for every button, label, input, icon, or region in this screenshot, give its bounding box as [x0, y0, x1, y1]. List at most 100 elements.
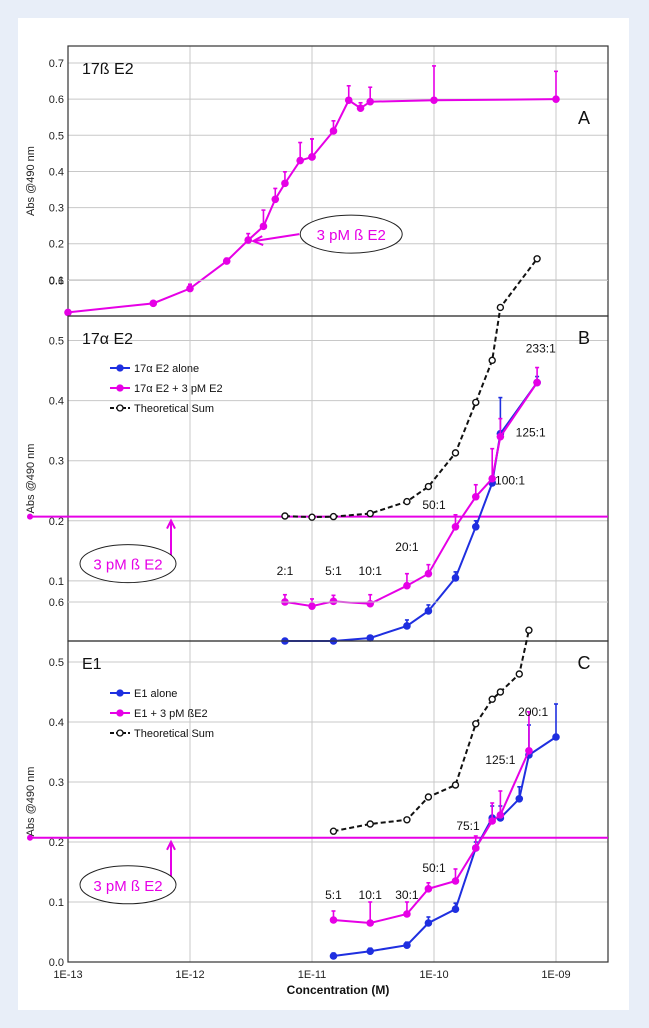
- legend-label: 17α E2 + 3 pM E2: [134, 383, 223, 395]
- data-point: [329, 827, 338, 835]
- data-point: [496, 688, 505, 696]
- data-point: [366, 634, 375, 642]
- x-tick-label: 1E-13: [53, 969, 82, 981]
- data-point: [366, 599, 375, 608]
- panel-border: [67, 45, 609, 317]
- data-point: [403, 497, 411, 506]
- baseline-marker: [27, 834, 33, 841]
- y-tick-label: 0.2: [49, 837, 64, 849]
- figure-svg: 0.1 0.2 0.3 0.4 0.5 0.6 0.7 Abs @490 nm 17ß E2 A 3…: [25, 45, 609, 997]
- data-point: [186, 284, 194, 293]
- y-tick-label: 0.1: [49, 576, 64, 588]
- panel-border: [67, 640, 609, 963]
- data-point: [496, 432, 505, 441]
- ratio-label: 20:1: [395, 540, 419, 554]
- data-point: [451, 905, 460, 913]
- data-point: [471, 844, 480, 852]
- data-point: [552, 733, 560, 741]
- data-point: [149, 299, 158, 308]
- legend-label: Theoretical Sum: [134, 403, 214, 415]
- baseline-label: 3 pM ß E2: [93, 878, 162, 895]
- data-point: [552, 95, 560, 103]
- legend-marker: [116, 364, 124, 372]
- y-tick-label: 0.4: [49, 717, 64, 729]
- data-point: [515, 670, 523, 678]
- data-point: [271, 195, 280, 204]
- y-tick-label: 0.3: [49, 777, 64, 789]
- y-tick-label: 0.6: [49, 275, 64, 287]
- data-point: [403, 816, 411, 824]
- data-point: [329, 916, 338, 924]
- ratio-label: 200:1: [518, 705, 548, 719]
- ratio-label: 50:1: [422, 498, 446, 512]
- legend-marker: [116, 709, 124, 717]
- y-tick-label: 0.3: [49, 456, 64, 468]
- data-point: [366, 509, 374, 518]
- ratio-label: 125:1: [485, 753, 515, 767]
- data-point: [488, 356, 496, 365]
- data-point: [424, 607, 433, 615]
- data-point: [424, 482, 433, 491]
- annotation-ellipse: [299, 214, 403, 254]
- y-tick-label: 0.5: [49, 336, 64, 348]
- y-axis-label: Abs @490 nm: [25, 146, 37, 216]
- baseline-label: 3 pM ß E2: [93, 557, 162, 574]
- ratio-label: 10:1: [359, 564, 383, 578]
- data-point: [496, 303, 505, 312]
- data-point: [471, 523, 480, 531]
- data-point: [488, 474, 497, 483]
- data-point: [259, 222, 268, 231]
- data-point: [308, 513, 316, 521]
- y-tick-label: 0.0: [49, 957, 64, 969]
- data-point: [451, 523, 460, 531]
- data-point: [222, 257, 231, 265]
- baseline-marker: [27, 513, 33, 520]
- baseline-label-ellipse: [79, 865, 177, 905]
- data-point: [329, 127, 338, 135]
- data-point: [366, 97, 375, 106]
- y-tick-label: 0.7: [49, 58, 64, 70]
- data-point: [403, 622, 411, 630]
- data-point: [329, 597, 338, 606]
- panel-title: E1: [82, 656, 102, 673]
- ratio-label: 10:1: [359, 888, 383, 902]
- data-point: [403, 910, 411, 918]
- data-point: [451, 449, 460, 457]
- baseline-label-ellipse: [79, 544, 177, 584]
- data-point: [308, 153, 316, 161]
- data-point: [488, 695, 496, 703]
- legend-label: E1 alone: [134, 688, 177, 700]
- y-axis-label: Abs @490 nm: [25, 767, 37, 837]
- y-tick-label: 0.2: [49, 239, 64, 251]
- data-point: [430, 96, 438, 105]
- data-point: [451, 574, 460, 582]
- legend-label: Theoretical Sum: [134, 728, 214, 740]
- data-point: [533, 378, 541, 387]
- panel-title: 17α E2: [82, 331, 133, 348]
- data-point: [472, 398, 480, 407]
- annotation-label: 3 pM ß E2: [317, 227, 386, 244]
- y-tick-label: 0.2: [49, 516, 64, 528]
- data-point: [366, 919, 375, 927]
- ratio-label: 5:1: [325, 564, 342, 578]
- panel-letter: B: [578, 328, 590, 348]
- data-point: [329, 512, 338, 521]
- data-point: [525, 626, 533, 634]
- x-axis-label: Concentration (M): [287, 983, 390, 997]
- x-tick-label: 1E-10: [419, 969, 448, 981]
- x-tick-label: 1E-12: [175, 969, 204, 981]
- y-tick-label: 0.4: [49, 166, 64, 178]
- data-point: [64, 308, 72, 317]
- y-tick-label: 0.5: [49, 657, 64, 669]
- y-tick-label: 0.4: [49, 396, 64, 408]
- baseline-arrow-head: [166, 518, 176, 530]
- data-point: [281, 179, 289, 188]
- data-point: [525, 747, 533, 755]
- ratio-label: 5:1: [325, 888, 342, 902]
- data-point: [344, 96, 353, 105]
- annotation-arrow-head: [250, 235, 264, 247]
- legend-marker: [116, 729, 124, 737]
- x-tick-label: 1E-09: [541, 969, 570, 981]
- data-point: [496, 811, 505, 819]
- data-point: [472, 720, 480, 728]
